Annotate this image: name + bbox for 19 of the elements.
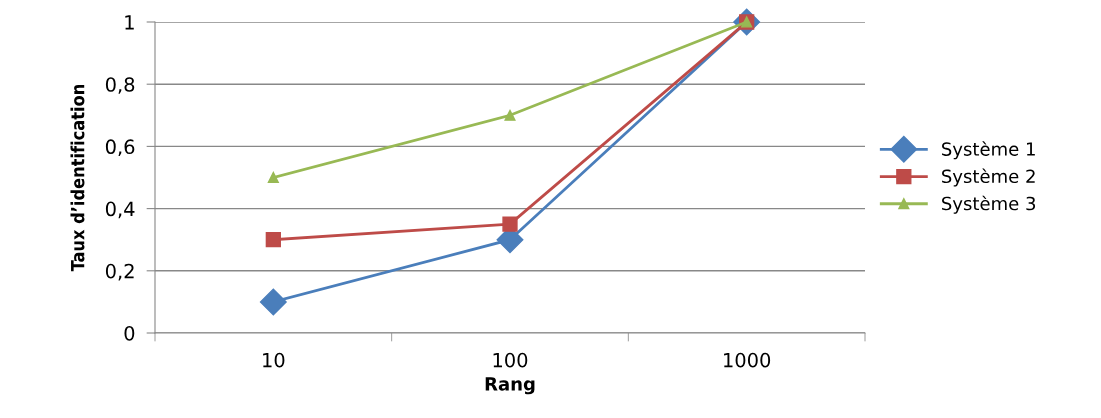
point	[504, 109, 516, 121]
y-tick-label: 0,2	[105, 263, 134, 281]
y-tick-label: 0,6	[105, 139, 135, 157]
point	[259, 288, 287, 316]
x-tick-label: 100	[493, 352, 528, 368]
y-axis-title: Taux d’identification	[70, 84, 85, 272]
y-tick-label: 0	[124, 325, 135, 341]
x-axis-title: Rang	[485, 377, 535, 395]
x-tick-label: 1000	[724, 352, 771, 368]
legend-label: Système 3	[942, 195, 1036, 214]
point	[502, 216, 518, 232]
point	[267, 171, 279, 184]
y-tick-label: 0,4	[105, 201, 135, 219]
y-tick-label: 1	[125, 15, 134, 30]
y-tick-label: 0,8	[105, 77, 135, 94]
legend-label: Système 1	[942, 141, 1035, 160]
x-tick-label: 10	[263, 352, 285, 368]
point	[265, 232, 281, 248]
legend-label: Système 2	[942, 168, 1035, 187]
